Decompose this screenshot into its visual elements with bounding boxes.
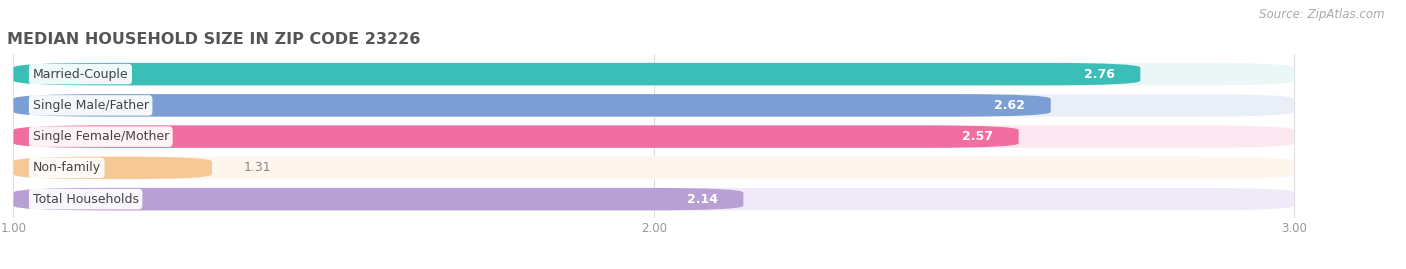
Text: Total Households: Total Households — [32, 193, 139, 206]
Text: Single Male/Father: Single Male/Father — [32, 99, 149, 112]
FancyBboxPatch shape — [14, 94, 1050, 117]
Text: 2.57: 2.57 — [962, 130, 993, 143]
Text: 2.62: 2.62 — [994, 99, 1025, 112]
FancyBboxPatch shape — [14, 125, 1019, 148]
Text: Non-family: Non-family — [32, 161, 101, 174]
Text: 1.31: 1.31 — [243, 161, 271, 174]
Text: Married-Couple: Married-Couple — [32, 68, 128, 81]
Text: 2.14: 2.14 — [686, 193, 717, 206]
FancyBboxPatch shape — [14, 94, 1294, 117]
FancyBboxPatch shape — [14, 63, 1140, 85]
FancyBboxPatch shape — [14, 157, 212, 179]
FancyBboxPatch shape — [14, 63, 1294, 85]
FancyBboxPatch shape — [14, 188, 1294, 210]
Text: MEDIAN HOUSEHOLD SIZE IN ZIP CODE 23226: MEDIAN HOUSEHOLD SIZE IN ZIP CODE 23226 — [7, 32, 420, 47]
FancyBboxPatch shape — [14, 157, 1294, 179]
Text: Single Female/Mother: Single Female/Mother — [32, 130, 169, 143]
Text: Source: ZipAtlas.com: Source: ZipAtlas.com — [1260, 8, 1385, 21]
FancyBboxPatch shape — [14, 188, 744, 210]
FancyBboxPatch shape — [14, 125, 1294, 148]
Text: 2.76: 2.76 — [1084, 68, 1115, 81]
